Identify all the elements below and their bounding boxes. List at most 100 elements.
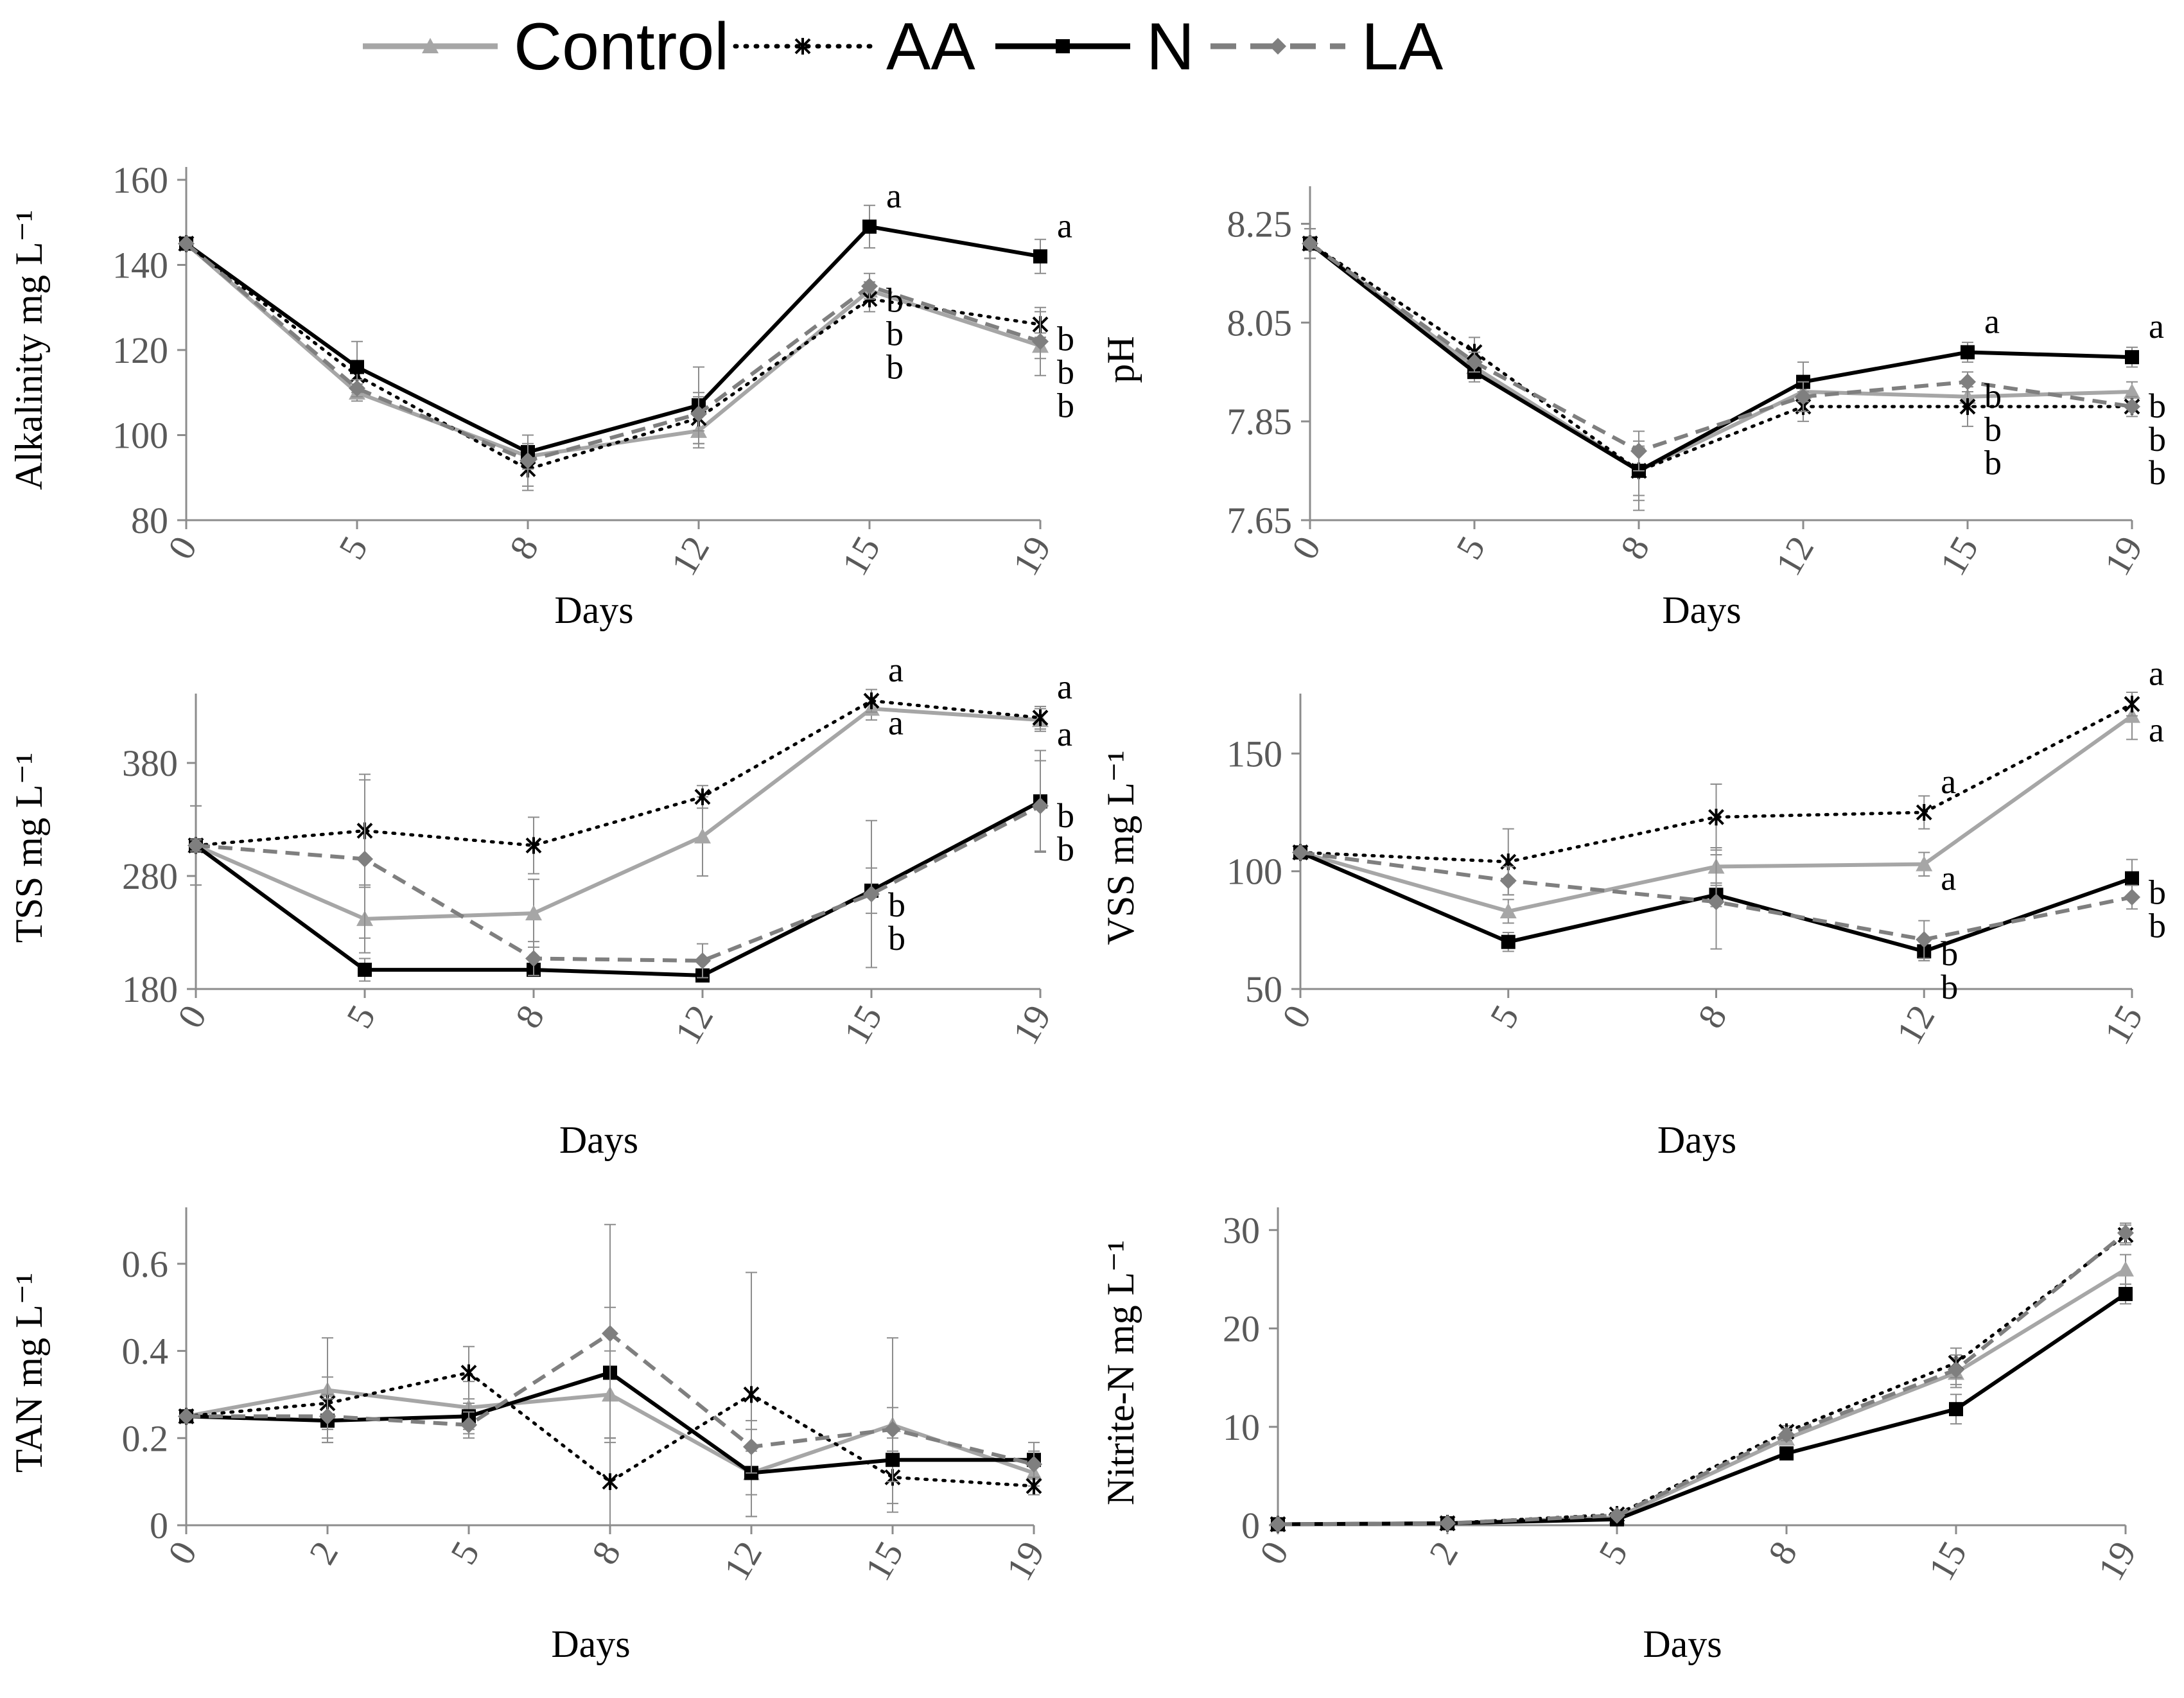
tan-x-tick-label: 12 [715,1534,770,1588]
alkalinity-x-tick-label: 12 [663,529,717,582]
tss-significance-label: a [888,704,904,742]
nitrite-n-series-la [1270,1222,2134,1533]
tan-point-la [178,1408,195,1425]
tan-point-aa [460,1364,477,1381]
alkalinity-chart: 80 100 120 140 160 0 5 8 12 15 19 Days Alkalinity mg… [0,109,1092,642]
ph-chart: 7.65 7.85 8.05 8.25 0 5 8 12 15 19 Days pH a b b b a b b b [1092,109,2183,642]
legend-marker-aa [794,38,811,55]
nitrite-n-x-tick-label: 5 [1590,1534,1636,1571]
vss-y-tick-label: 50 [1245,968,1282,1010]
alkalinity-x-tick-label: 5 [330,529,376,566]
alkalinity-point-la [520,452,536,469]
ph-series-aa [1302,228,2140,511]
tss-significance-label: a [888,651,904,689]
ph-point-la [2124,398,2140,416]
alkalinity-point-la [178,235,195,252]
legend-item-n: N [995,10,1194,84]
ph-significance-label: b [2149,453,2166,492]
nitrite-n-line-la [1277,1231,2127,1527]
ph-y-tick-label: 8.25 [1227,203,1293,245]
vss-point-control [1916,855,1933,871]
ph-significance-label: b [2149,420,2166,459]
tss-significance-label: b [1057,796,1074,835]
nitrite-n-series-n [1271,1283,2133,1532]
ph-series-control [1302,228,2140,502]
tss-series-n [189,749,1047,983]
alkalinity-y-axis-title: Alkalinity mg L⁻¹ [8,210,50,490]
vss-point-la [1916,931,1933,948]
vss-significance-label: b [1941,968,1958,1006]
vss-point-n [1501,934,1516,949]
tss-point-aa [1032,709,1049,726]
nitrite-n-point-n [2118,1286,2133,1301]
nitrite-n-point-la [1948,1361,1964,1378]
tss-x-tick-label: 5 [338,998,383,1035]
alkalinity-series-la [178,235,1049,487]
alkalinity-significance-label: b [1057,319,1074,358]
alkalinity-significance-label: b [1057,386,1074,424]
vss-x-tick-label: 15 [2096,998,2151,1051]
vss-significance-label: b [2149,907,2166,945]
nitrite-n-x-tick-label: 15 [1920,1534,1975,1588]
tss-line-n [195,800,1042,977]
tss-x-tick-label: 0 [169,998,214,1035]
ph-point-aa [1959,398,1976,416]
vss-point-la [1708,893,1725,911]
nitrite-n-x-axis-title: Days [1643,1623,1722,1665]
ph-significance-label: b [1984,377,2002,416]
nitrite-n-line-n [1277,1292,2127,1527]
alkalinity-y-tick-label: 120 [112,329,168,371]
ph-x-tick-label: 8 [1612,529,1657,566]
nitrite-n-series-control [1270,1254,2134,1532]
nitrite-n-point-la [2117,1224,2134,1241]
tss-point-la [1032,797,1049,814]
ph-significance-label: b [1984,444,2002,482]
vss-point-aa [1708,809,1724,826]
tss-point-la [525,950,542,967]
vss-line-la [1300,850,2133,941]
tss-significance-label: a [1057,715,1072,753]
tss-point-la [188,837,204,854]
tan-point-n [886,1453,900,1467]
vss-chart: 50 100 150 0 5 8 12 15 Days VSS mg L⁻¹ a a b b a a b b [1092,649,2183,1182]
vss-x-axis-title: Days [1657,1119,1736,1161]
ph-y-axis-title: pH [1099,336,1142,383]
tan-x-tick-label: 2 [301,1534,346,1571]
alkalinity-y-tick-label: 140 [112,245,168,286]
alkalinity-significance-label: a [886,177,902,215]
tan-point-la [460,1416,477,1433]
nitrite-n-x-tick-label: 2 [1420,1534,1466,1571]
tss-point-n [358,963,372,977]
ph-line-aa [1308,241,2134,473]
vss-point-n [2125,871,2139,886]
alkalinity-line-control [185,242,1041,459]
ph-significance-label: b [2149,387,2166,425]
nitrite-n-y-tick-label: 10 [1223,1406,1260,1448]
ph-x-tick-label: 0 [1283,529,1329,566]
tan-x-tick-label: 5 [442,1534,487,1571]
alkalinity-x-axis-title: Days [554,589,633,631]
ph-point-control [2124,383,2140,399]
legend-item-la: LA [1210,10,1444,84]
tan-point-la [602,1325,618,1342]
vss-significance-label: a [1941,762,1956,801]
vss-point-aa [1916,804,1932,821]
tss-significance-label: b [888,886,905,924]
tss-point-aa [863,692,880,710]
vss-y-axis-title: VSS mg L⁻¹ [1099,750,1142,945]
nitrite-n-point-la [1778,1426,1795,1444]
tss-chart: 180 280 380 0 5 8 12 15 19 Days TSS mg L⁻¹ a a b b a a b b [0,649,1092,1182]
tss-series-la [188,760,1049,979]
tss-y-tick-label: 380 [122,742,178,784]
tan-x-tick-label: 19 [998,1534,1053,1588]
alkalinity-x-tick-label: 8 [501,529,546,566]
ph-y-tick-label: 7.65 [1227,500,1293,541]
tan-point-aa [1026,1477,1042,1494]
tss-point-control [525,905,542,921]
tss-y-tick-label: 180 [122,968,178,1010]
legend-label-control: Control [514,10,729,84]
ph-line-n [1309,241,2133,473]
